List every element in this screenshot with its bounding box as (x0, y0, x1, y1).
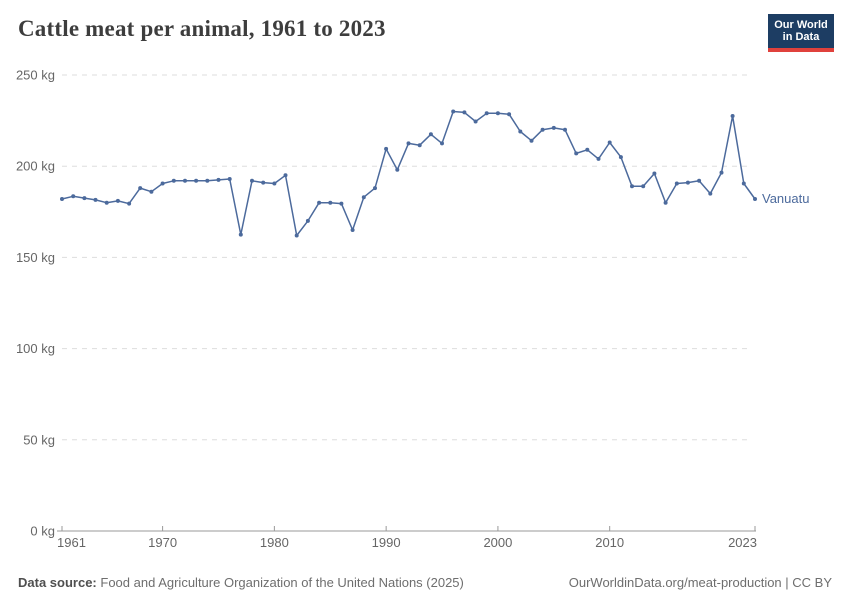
x-axis-label-2023: 2023 (728, 535, 757, 550)
series-label-vanuatu[interactable]: Vanuatu (762, 191, 810, 207)
data-point-2009[interactable] (596, 156, 601, 161)
data-point-1978[interactable] (250, 178, 254, 183)
y-axis-label-100: 100 kg (16, 341, 55, 356)
data-point-2007[interactable] (574, 151, 579, 156)
data-point-1988[interactable] (361, 195, 366, 200)
data-point-1967[interactable] (127, 201, 132, 206)
x-axis-label-2000: 2000 (483, 535, 512, 550)
y-axis-label-200: 200 kg (16, 159, 55, 174)
chart-line-vanuatu[interactable] (61, 110, 756, 237)
data-point-2001[interactable] (507, 112, 512, 117)
y-axis-label-150: 150 kg (16, 250, 55, 265)
data-point-1962[interactable] (71, 194, 76, 199)
data-point-1977[interactable] (238, 232, 243, 237)
data-point-1968[interactable] (138, 186, 143, 191)
chart-footer: Data source: Food and Agriculture Organi… (0, 575, 850, 590)
data-point-1996[interactable] (451, 109, 456, 114)
data-point-1972[interactable] (183, 178, 187, 183)
data-point-1983[interactable] (305, 218, 310, 223)
owid-logo: Our World in Data (768, 14, 834, 52)
data-point-1966[interactable] (115, 198, 120, 203)
data-point-2006[interactable] (563, 127, 567, 132)
data-point-1970[interactable] (160, 181, 165, 186)
data-point-2017[interactable] (685, 180, 690, 185)
data-point-2010[interactable] (607, 140, 612, 145)
data-point-1969[interactable] (149, 189, 154, 194)
data-point-1987[interactable] (350, 228, 355, 232)
data-point-1984[interactable] (317, 200, 322, 205)
data-point-2015[interactable] (663, 200, 668, 205)
data-point-1982[interactable] (294, 233, 299, 238)
data-point-2019[interactable] (708, 191, 713, 196)
data-point-1974[interactable] (205, 178, 210, 183)
data-point-1992[interactable] (406, 141, 411, 146)
data-point-1963[interactable] (82, 196, 87, 201)
data-point-1971[interactable] (171, 178, 176, 183)
data-point-1980[interactable] (272, 181, 277, 186)
data-point-1985[interactable] (328, 200, 333, 205)
data-point-1994[interactable] (428, 132, 433, 137)
data-source-text: Food and Agriculture Organization of the… (100, 575, 464, 590)
data-point-1973[interactable] (194, 178, 199, 183)
data-point-1981[interactable] (283, 173, 288, 178)
y-axis-label-0: 0 kg (30, 524, 55, 539)
data-point-1997[interactable] (462, 110, 467, 115)
data-point-1999[interactable] (484, 111, 489, 116)
attribution: OurWorldinData.org/meat-production | CC … (569, 575, 832, 590)
data-point-1986[interactable] (339, 201, 344, 206)
owid-logo-line1: Our World (774, 19, 828, 31)
x-axis-label-1990: 1990 (372, 535, 401, 550)
data-source: Data source: Food and Agriculture Organi… (18, 575, 464, 590)
data-point-1990[interactable] (384, 146, 389, 151)
data-point-2003[interactable] (529, 138, 534, 143)
data-point-2020[interactable] (719, 170, 724, 175)
page-title: Cattle meat per animal, 1961 to 2023 (18, 16, 386, 41)
data-point-2000[interactable] (495, 111, 500, 116)
x-axis-label-1970: 1970 (148, 535, 177, 550)
data-point-2008[interactable] (585, 147, 590, 152)
data-point-2022[interactable] (741, 181, 746, 186)
x-axis-label-1980: 1980 (260, 535, 289, 550)
data-point-2011[interactable] (618, 155, 623, 160)
y-axis-label-250: 250 kg (16, 68, 55, 83)
data-point-2005[interactable] (551, 125, 556, 130)
data-point-1998[interactable] (473, 119, 478, 124)
data-point-1965[interactable] (104, 200, 109, 205)
data-point-1995[interactable] (440, 141, 444, 146)
data-point-2012[interactable] (630, 184, 634, 189)
data-point-1961[interactable] (60, 197, 64, 201)
data-point-2016[interactable] (674, 181, 679, 186)
y-axis-label-50: 50 kg (23, 432, 55, 447)
attribution-link[interactable]: OurWorldinData.org/meat-production | CC … (568, 575, 832, 590)
owid-logo-line2: in Data (782, 31, 820, 43)
data-point-2013[interactable] (641, 184, 646, 189)
data-point-2023[interactable] (753, 197, 757, 201)
data-point-2021[interactable] (730, 114, 735, 118)
data-point-1975[interactable] (216, 177, 221, 182)
data-point-1976[interactable] (227, 177, 232, 181)
data-point-1989[interactable] (373, 186, 377, 191)
data-point-2018[interactable] (697, 178, 702, 183)
data-point-1991[interactable] (395, 167, 400, 172)
x-axis-label-2010: 2010 (595, 535, 624, 550)
x-axis-label-1961: 1961 (57, 535, 86, 550)
data-point-1993[interactable] (417, 143, 422, 148)
data-point-2002[interactable] (518, 129, 523, 134)
data-point-2014[interactable] (652, 171, 657, 176)
data-source-label: Data source: (18, 575, 97, 590)
data-point-1979[interactable] (261, 180, 266, 185)
data-point-2004[interactable] (540, 127, 545, 132)
data-point-1964[interactable] (93, 197, 98, 202)
